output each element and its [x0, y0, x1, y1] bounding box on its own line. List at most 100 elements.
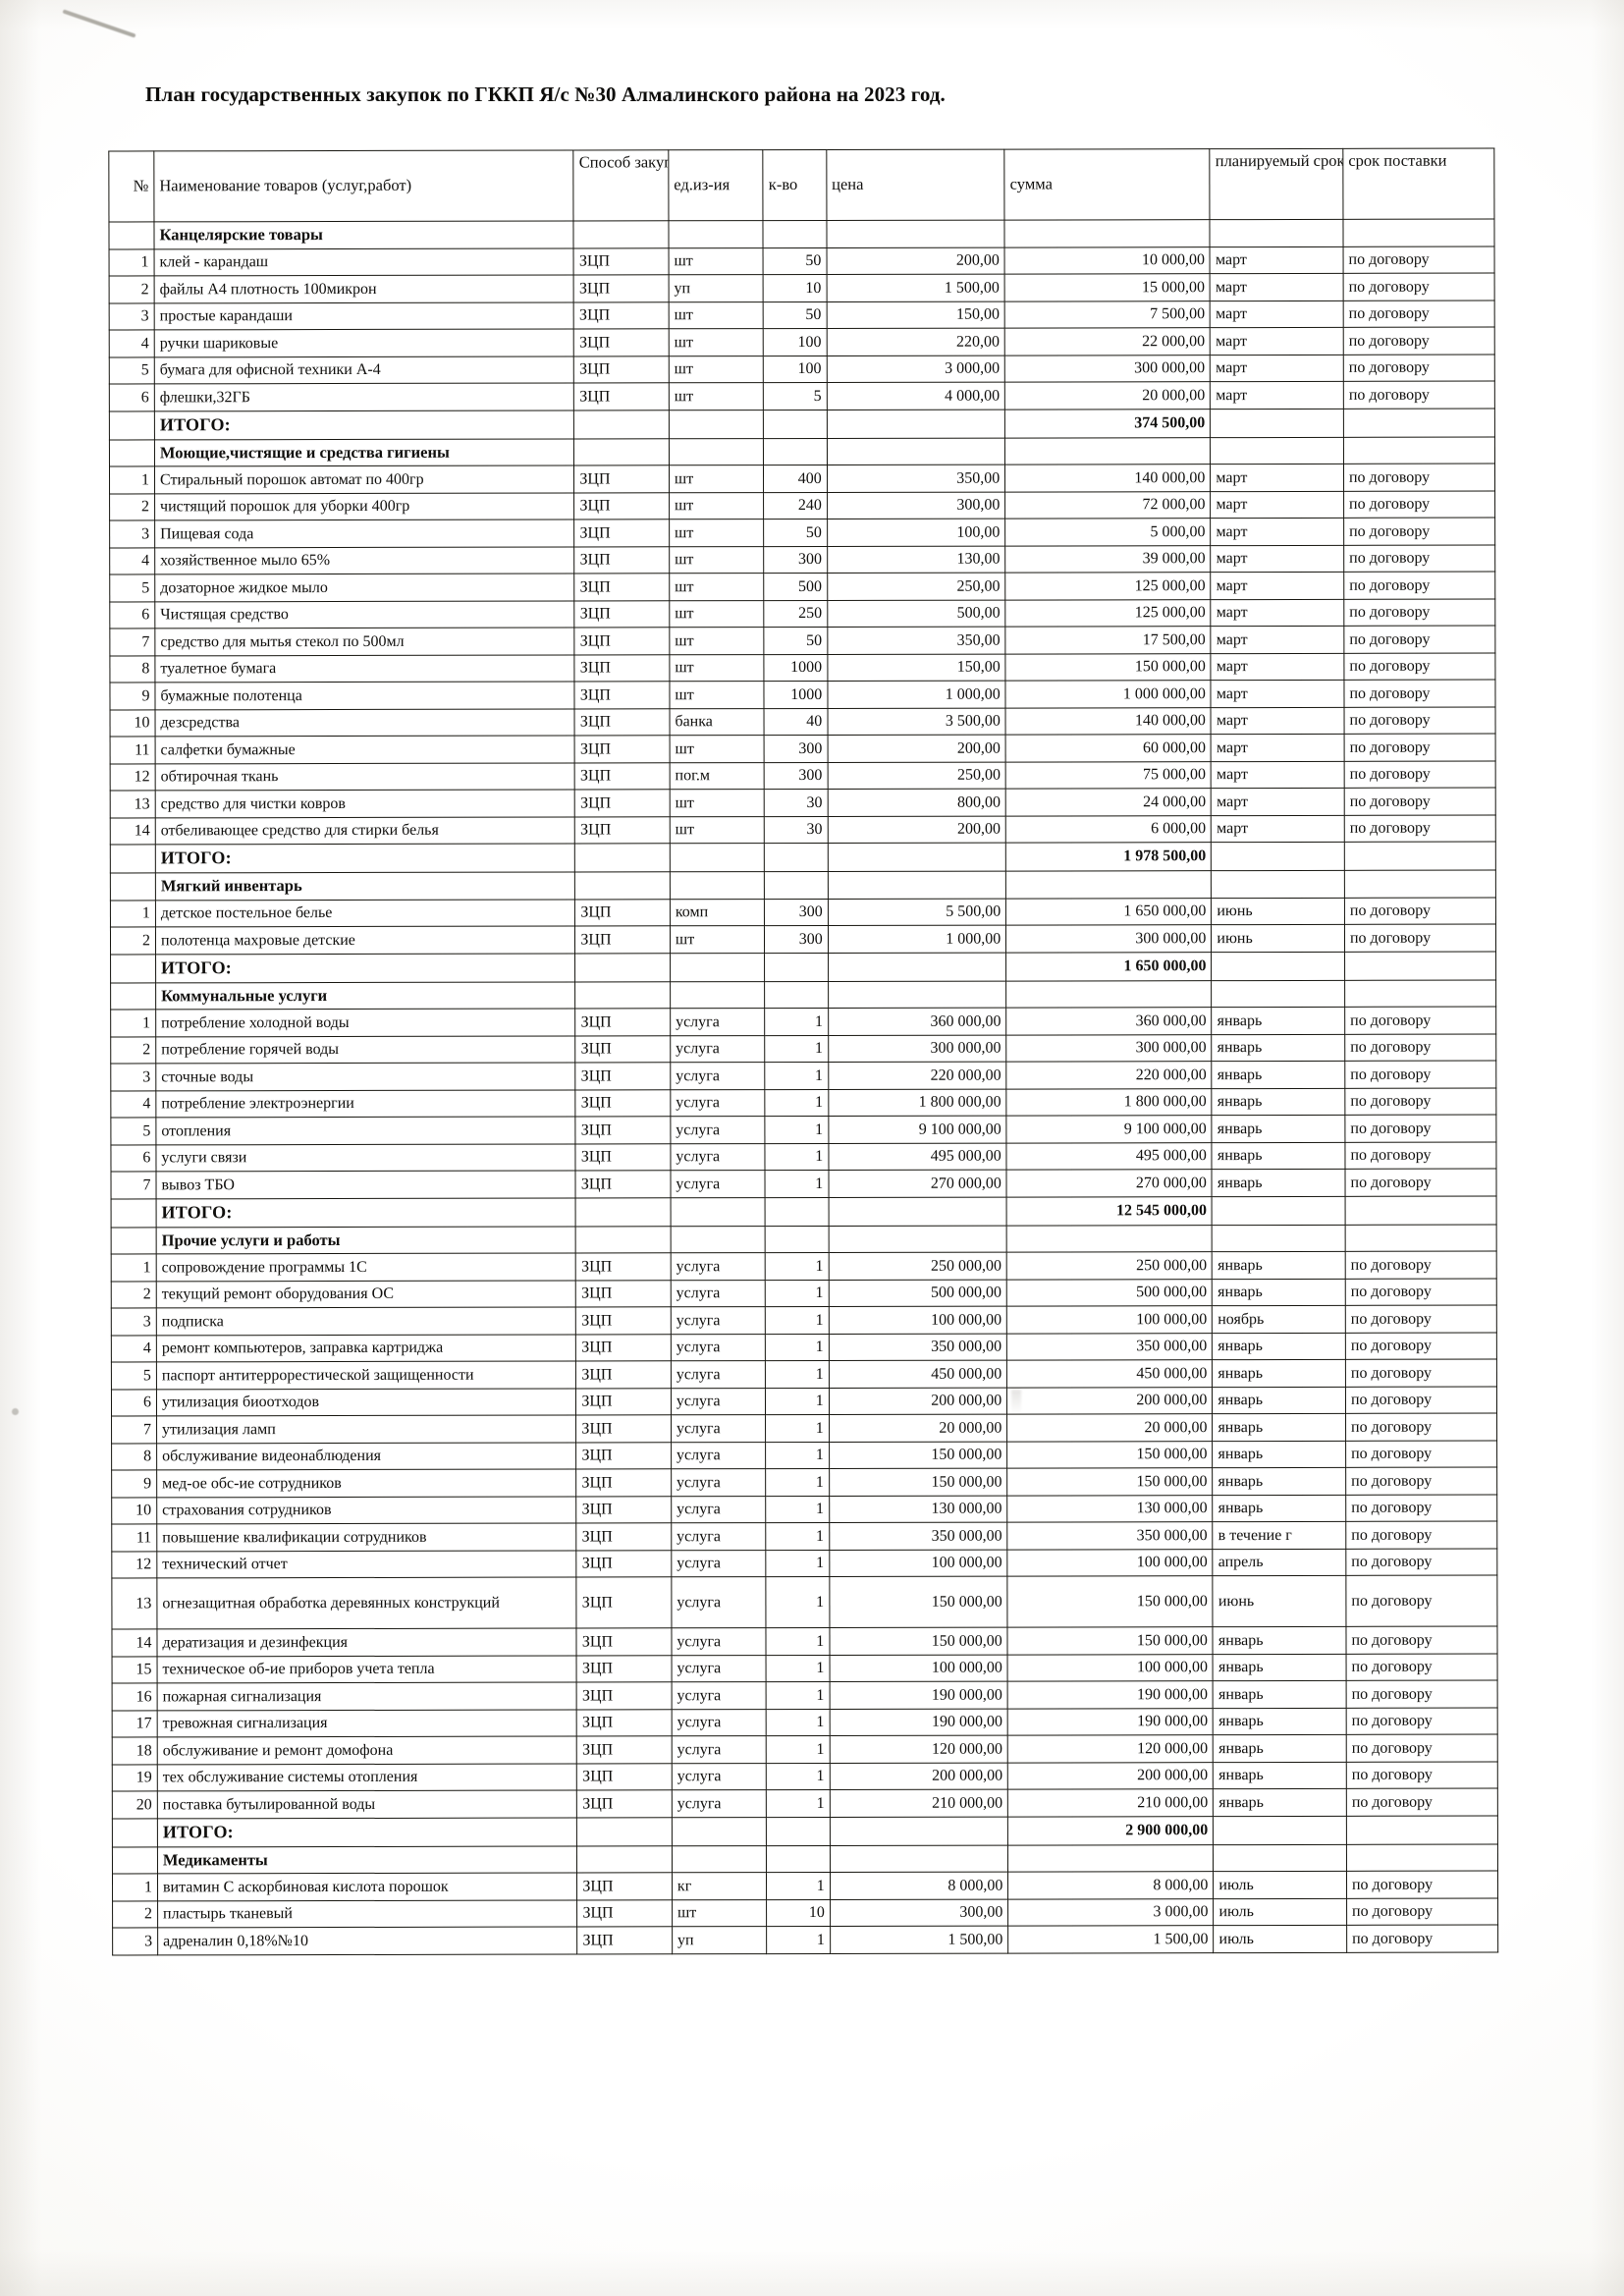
- cell-delivery: по договору: [1343, 652, 1495, 681]
- cell-unit: шт: [669, 519, 765, 547]
- cell-sum: 140 000,00: [1005, 707, 1212, 736]
- cell-no: 1: [112, 1873, 158, 1901]
- cell-term: январь: [1212, 1278, 1346, 1306]
- cell-no: 9: [111, 1469, 157, 1498]
- cell-delivery: по договору: [1343, 626, 1495, 653]
- cell-method: ЗЦП: [574, 627, 670, 655]
- cell-sum: 250 000,00: [1006, 1251, 1213, 1280]
- cell-term: январь: [1212, 1169, 1346, 1197]
- cell-qty: 1: [765, 1306, 830, 1335]
- cell-no: 2: [110, 926, 156, 955]
- cell-term: январь: [1212, 1440, 1346, 1468]
- cell-unit: шт: [669, 681, 765, 709]
- cell-unit: пог.м: [670, 762, 765, 790]
- cell-unit: услуга: [672, 1735, 767, 1764]
- empty-cell: [110, 844, 156, 873]
- cell-term: январь: [1212, 1251, 1346, 1280]
- table-row: 2 файлы А4 плотность 100микрон ЗЦП уп 10 1 50…: [109, 273, 1495, 303]
- empty-cell: [111, 1198, 157, 1228]
- cell-no: 7: [111, 1415, 157, 1444]
- cell-method: ЗЦП: [576, 1522, 672, 1551]
- empty-cell: [766, 1844, 831, 1873]
- cell-no: 2: [109, 275, 155, 303]
- cell-qty: 240: [763, 491, 828, 519]
- cell-term: июль: [1213, 1897, 1347, 1926]
- cell-price: 300,00: [827, 491, 1005, 519]
- cell-unit: шт: [669, 654, 765, 682]
- table-row: 3 подписка ЗЦП услуга 1 100 000,00 100 000,00 н…: [111, 1305, 1497, 1336]
- cell-unit: услуга: [671, 1414, 766, 1443]
- cell-no: 1: [110, 1009, 156, 1037]
- cell-method: ЗЦП: [575, 1035, 671, 1064]
- cell-no: 14: [111, 1628, 157, 1657]
- cell-method: ЗЦП: [576, 1655, 672, 1683]
- cell-term: январь: [1212, 1061, 1345, 1089]
- cell-delivery: по договору: [1343, 354, 1495, 382]
- empty-cell: [669, 410, 764, 439]
- cell-unit: услуга: [671, 1681, 767, 1710]
- cell-price: 1 800 000,00: [828, 1088, 1007, 1117]
- cell-price: 1 500,00: [826, 274, 1005, 301]
- cell-price: 220,00: [826, 328, 1005, 355]
- cell-price: 300,00: [830, 1898, 1008, 1927]
- cell-method: ЗЦП: [573, 301, 670, 330]
- empty-cell: [1004, 437, 1211, 465]
- cell-price: 250 000,00: [828, 1252, 1007, 1280]
- cell-term: март: [1210, 273, 1344, 301]
- cell-unit: услуга: [672, 1789, 767, 1818]
- cell-delivery: по договору: [1344, 1141, 1496, 1170]
- cell-term: июнь: [1211, 897, 1345, 925]
- empty-cell: [1343, 408, 1495, 437]
- cell-qty: 1: [765, 1333, 830, 1361]
- cell-qty: 300: [764, 761, 828, 790]
- cell-name: Стиральный порошок автомат по 400гр: [154, 465, 574, 494]
- cell-no: 20: [112, 1790, 158, 1819]
- empty-cell: [1004, 219, 1211, 247]
- cell-no: 7: [110, 1171, 157, 1199]
- cell-price: 500 000,00: [828, 1279, 1007, 1307]
- cell-name: пластырь тканевый: [157, 1899, 577, 1928]
- cell-unit: шт: [669, 328, 764, 356]
- empty-cell: [828, 980, 1006, 1009]
- cell-sum: 500 000,00: [1006, 1279, 1213, 1307]
- cell-method: ЗЦП: [576, 1926, 673, 1954]
- cell-name: простые карандаши: [154, 301, 574, 330]
- cell-name: обслуживание видеонаблюдения: [156, 1442, 577, 1470]
- cell-qty: 400: [763, 465, 828, 493]
- cell-sum: 190 000,00: [1007, 1680, 1214, 1709]
- cell-price: 450 000,00: [829, 1360, 1007, 1388]
- table-row: 2 потребление горячей воды ЗЦП услуга 1 300 0…: [110, 1033, 1496, 1064]
- cell-term: январь: [1213, 1680, 1347, 1709]
- cell-unit: шт: [669, 465, 764, 493]
- cell-no: 11: [110, 736, 156, 764]
- cell-qty: 1: [766, 1762, 831, 1790]
- cell-delivery: по договору: [1343, 381, 1495, 409]
- section-total-row: ИТОГО: 1 978 500,00: [110, 842, 1496, 873]
- empty-cell: [764, 871, 829, 900]
- empty-cell: [1344, 870, 1496, 898]
- table-row: 1 витамин С аскорбиновая кислота порошок З…: [112, 1871, 1498, 1901]
- cell-qty: 300: [764, 898, 829, 926]
- cell-term: январь: [1212, 1115, 1345, 1143]
- cell-no: 13: [111, 1577, 157, 1629]
- cell-no: 11: [111, 1523, 157, 1552]
- cell-qty: 500: [764, 573, 828, 601]
- cell-no: 8: [109, 655, 155, 683]
- cell-name: отопления: [155, 1117, 576, 1145]
- empty-cell: [764, 980, 829, 1009]
- cell-price: 190 000,00: [829, 1708, 1008, 1736]
- empty-cell: [671, 1226, 766, 1253]
- cell-term: март: [1211, 788, 1345, 816]
- cell-sum: 72 000,00: [1004, 491, 1211, 519]
- cell-term: январь: [1213, 1788, 1347, 1817]
- cell-term: июль: [1213, 1925, 1347, 1953]
- total-sum: 374 500,00: [1004, 409, 1211, 438]
- cell-name: дезсредства: [154, 708, 575, 737]
- cell-delivery: по договору: [1344, 924, 1496, 952]
- empty-cell: [574, 871, 671, 900]
- cell-price: 150 000,00: [829, 1468, 1007, 1496]
- cell-term: январь: [1213, 1653, 1347, 1681]
- cell-method: ЗЦП: [576, 1496, 672, 1524]
- cell-sum: 1 000 000,00: [1005, 680, 1212, 708]
- cell-delivery: по договору: [1345, 1278, 1497, 1306]
